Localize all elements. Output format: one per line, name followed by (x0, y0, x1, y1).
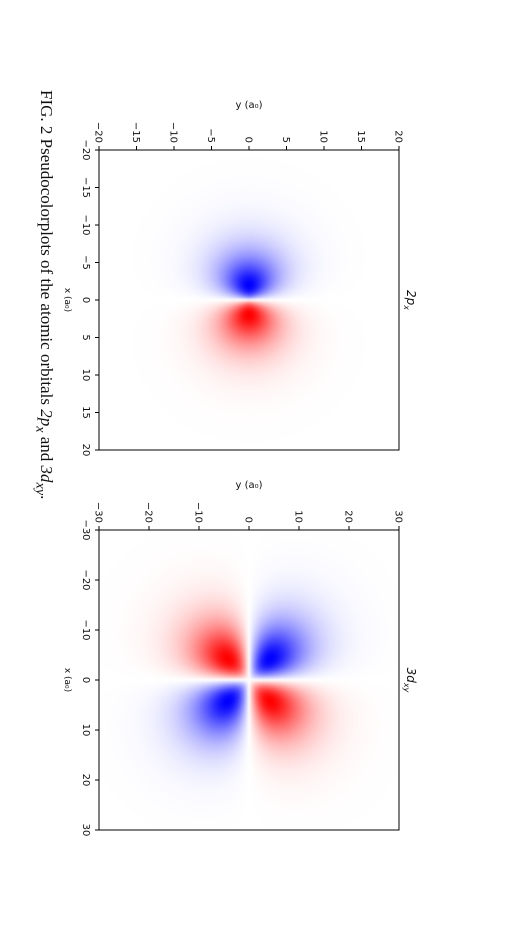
chart-title: 3dxy (402, 668, 418, 693)
y-tick-label: −20 (143, 502, 154, 523)
y-tick-label: 20 (393, 130, 404, 143)
figure-caption: FIG. 2 Pseudocolorplots of the atomic or… (32, 90, 56, 870)
x-tick-label: 30 (80, 824, 91, 837)
x-axis-label: x (a₀) (62, 668, 72, 692)
x-tick-label: 20 (80, 444, 91, 457)
y-axis-label: y (a₀) (235, 100, 262, 111)
x-tick-label: −20 (80, 139, 91, 160)
y-tick-label: 10 (293, 510, 304, 523)
y-tick-label: −10 (193, 502, 204, 523)
chart-panel-2: −30 −20 −10 0 10 20 30 −30 −20 −10 0 10 20 30 x (a₀) y … (62, 480, 418, 836)
heatmap-image (99, 150, 399, 450)
y-tick-label: −10 (168, 122, 179, 143)
caption-orbital-a: 2p (37, 409, 56, 427)
caption-connector: and (37, 432, 56, 466)
chart-panel-1: −20 −15 −10 −5 0 5 10 15 20 −20 −15 −10 −5 0 5 10 15 20 x … (62, 100, 418, 456)
x-tick-label: −10 (80, 214, 91, 235)
x-tick-label: −15 (80, 177, 91, 198)
caption-orbital-b: 3d (37, 465, 56, 483)
x-tick-label: 0 (80, 297, 91, 303)
chart-title: 2px (402, 290, 418, 310)
x-tick-label: 10 (80, 724, 91, 737)
caption-prefix: FIG. 2 Pseudocolorplots of the atomic or… (37, 90, 56, 410)
caption-suffix: . (37, 495, 56, 500)
x-tick-label: 10 (80, 369, 91, 382)
caption-orbital-b-sub: xy (32, 482, 49, 496)
y-tick-label: 0 (243, 517, 254, 523)
y-tick-label: 30 (393, 510, 404, 523)
x-tick-label: −5 (80, 255, 91, 270)
x-axis-label: x (a₀) (62, 288, 72, 312)
y-tick-label: 20 (343, 510, 354, 523)
y-tick-label: 15 (355, 130, 366, 143)
x-tick-label: 20 (80, 774, 91, 787)
y-tick-label: −5 (205, 128, 216, 143)
y-axis-label: y (a₀) (235, 480, 262, 491)
y-tick-label: −20 (93, 122, 104, 143)
y-tick-label: −30 (93, 502, 104, 523)
x-tick-label: −10 (80, 619, 91, 640)
y-tick-label: −15 (130, 122, 141, 143)
x-tick-label: 0 (80, 677, 91, 683)
x-tick-label: −30 (80, 519, 91, 540)
y-tick-label: 10 (318, 130, 329, 143)
x-tick-label: 5 (80, 334, 91, 340)
x-tick-label: 15 (80, 406, 91, 419)
x-tick-label: −20 (80, 569, 91, 590)
heatmap-image (99, 530, 399, 830)
y-tick-label: 5 (280, 137, 291, 143)
y-tick-label: 0 (243, 137, 254, 143)
